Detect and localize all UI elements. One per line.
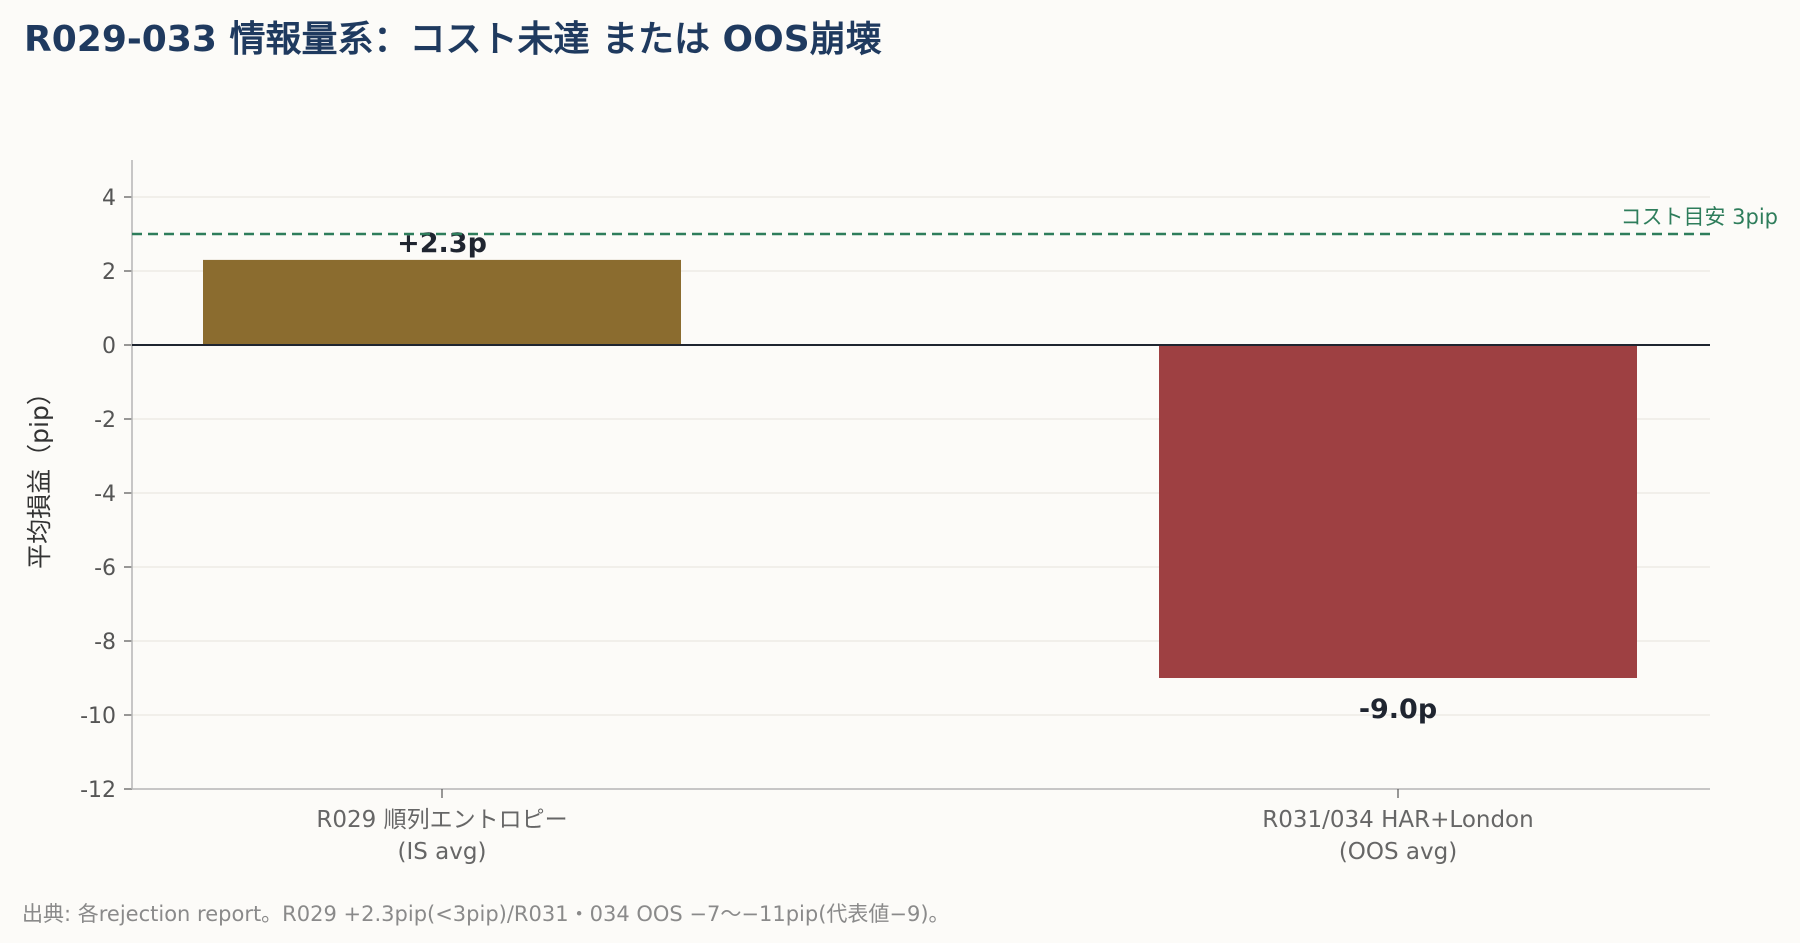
y-tick-label: 2 [102, 260, 116, 285]
y-axis-label: 平均損益（pip） [25, 380, 54, 569]
bar-value-label: +2.3p [397, 228, 487, 259]
y-tick-label: -2 [94, 408, 116, 433]
source-note: 出典: 各rejection report。R029 +2.3pip(<3pip… [22, 902, 950, 926]
x-tick-label: (IS avg) [398, 839, 487, 865]
x-tick-label: (OOS avg) [1339, 839, 1457, 865]
bar [1159, 345, 1637, 678]
cost-reference-label: コスト目安 3pip [1620, 205, 1778, 229]
x-tick-label: R029 順列エントロピー [316, 807, 567, 833]
chart-title: R029-033 情報量系：コスト未達 または OOS崩壊 [24, 19, 882, 60]
y-tick-label: 4 [102, 186, 116, 211]
y-tick-label: -6 [94, 556, 116, 581]
y-tick-label: -8 [94, 630, 116, 655]
y-tick-label: -4 [94, 482, 116, 507]
bar-value-label: -9.0p [1359, 694, 1437, 725]
y-tick-label: -10 [80, 704, 116, 729]
x-tick-label: R031/034 HAR+London [1262, 807, 1533, 833]
bar [203, 259, 681, 345]
y-tick-label: -12 [80, 778, 116, 803]
y-tick-label: 0 [102, 334, 116, 359]
